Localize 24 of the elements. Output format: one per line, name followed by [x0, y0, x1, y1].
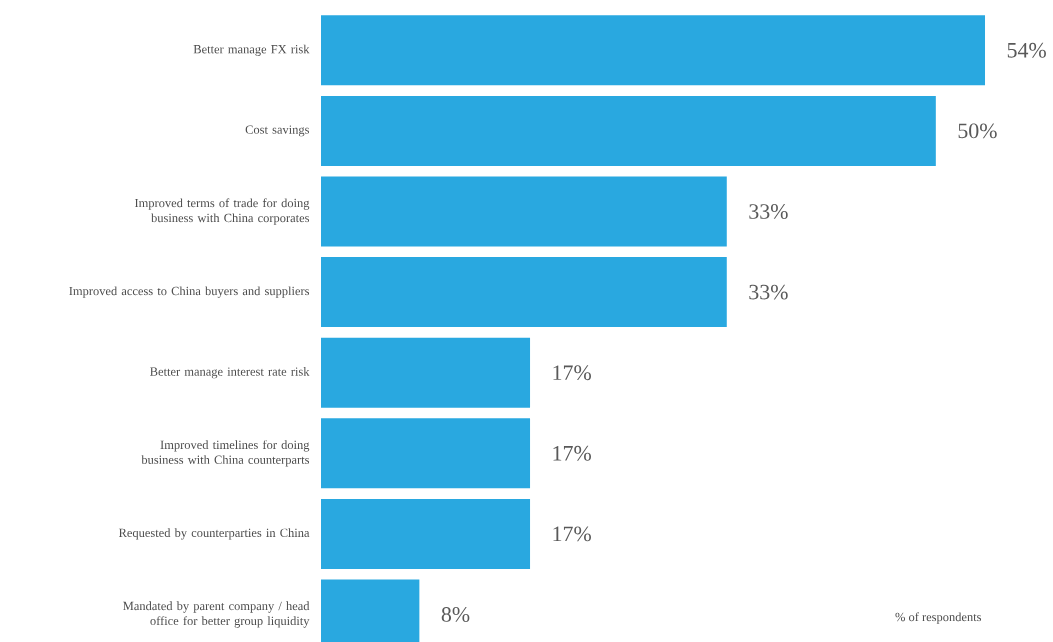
bar	[321, 418, 531, 489]
bar	[321, 498, 531, 569]
y-tick-label: Improved timelines for doing business with China counterparts	[141, 440, 310, 467]
y-tick-label: Mandated by parent company / head office for better group liquidity	[123, 601, 310, 628]
y-tick-label: Cost savings	[245, 125, 310, 137]
data-label: 8%	[441, 607, 470, 622]
bar	[321, 337, 531, 408]
data-label: 17%	[553, 365, 591, 381]
bar	[321, 95, 936, 166]
y-tick-label: Requested by counterparties in China	[118, 528, 310, 540]
annotation: % of respondents	[895, 612, 982, 624]
data-label: 33%	[749, 284, 788, 300]
y-tick-label: Better manage interest rate risk	[150, 367, 310, 379]
bar	[321, 15, 986, 86]
data-label: 54%	[1007, 42, 1046, 58]
y-tick-label: Improved terms of trade for doing business with China corporates	[134, 198, 310, 225]
data-label: 17%	[553, 526, 591, 542]
data-label: 50%	[958, 123, 997, 139]
bar	[321, 257, 727, 328]
bar	[321, 176, 727, 247]
data-label: 33%	[749, 204, 788, 219]
y-tick-label: Better manage FX risk	[193, 44, 310, 56]
y-tick-label: Improved access to China buyers and suppliers	[69, 286, 310, 298]
data-label: 17%	[553, 445, 591, 461]
